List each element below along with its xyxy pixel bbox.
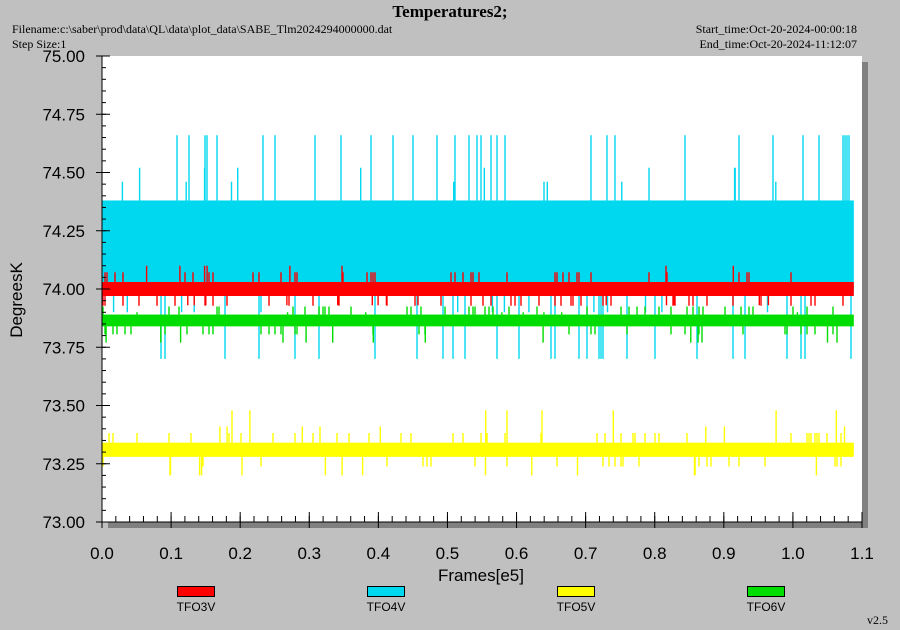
y-tick-label: 73.75 bbox=[42, 338, 85, 357]
series-trace bbox=[102, 265, 854, 306]
x-tick-label: 0.3 bbox=[297, 544, 321, 563]
version-label: v2.5 bbox=[867, 613, 888, 627]
legend-label-tfo4v: TFO4V bbox=[366, 600, 406, 614]
step-size-label: Step Size:1 bbox=[12, 37, 67, 51]
series-trace bbox=[102, 306, 854, 343]
y-tick-label: 73.25 bbox=[42, 455, 85, 474]
legend-item-tfo4v: TFO4V bbox=[346, 586, 426, 614]
legend-swatch-tfo3v bbox=[177, 586, 215, 597]
y-tick-label: 74.50 bbox=[42, 164, 85, 183]
x-tick-label: 1.0 bbox=[781, 544, 805, 563]
filename-label: Filename:c:\saber\prod\data\QL\data\plot… bbox=[12, 22, 393, 36]
legend-label-tfo6v: TFO6V bbox=[746, 600, 786, 614]
x-tick-label: 0.5 bbox=[436, 544, 460, 563]
legend-swatch-tfo6v bbox=[747, 586, 785, 597]
x-tick-label: 0.4 bbox=[367, 544, 391, 563]
axis-layer: 73.00 73.25 73.50 73.75 74.00 74.25 74.50 74.75… bbox=[7, 47, 874, 585]
legend-item-tfo3v: TFO3V bbox=[156, 586, 236, 614]
y-tick-label: 74.25 bbox=[42, 222, 85, 241]
chart-title: Temperatures2; bbox=[392, 2, 508, 21]
series-layer bbox=[102, 135, 854, 476]
series-tfo5v bbox=[102, 410, 854, 476]
legend-label-tfo5v: TFO5V bbox=[556, 600, 596, 614]
start-time-label: Start_time:Oct-20-2024-00:00:18 bbox=[695, 22, 857, 36]
x-axis-title: Frames[e5] bbox=[438, 566, 524, 585]
end-time-label: End_time:Oct-20-2024-11:12:07 bbox=[699, 37, 857, 51]
y-tick-label: 74.75 bbox=[42, 105, 85, 124]
x-tick-label: 0.1 bbox=[159, 544, 183, 563]
legend-swatch-tfo5v bbox=[557, 586, 595, 597]
x-tick-label: 0.7 bbox=[574, 544, 598, 563]
x-tick-label: 0.8 bbox=[643, 544, 667, 563]
y-tick-label: 73.50 bbox=[42, 397, 85, 416]
y-axis-title: DegreesK bbox=[7, 262, 26, 338]
x-tick-label: 0.9 bbox=[712, 544, 736, 563]
series-trace bbox=[102, 410, 854, 476]
legend-swatch-tfo4v bbox=[367, 586, 405, 597]
y-tick-label: 75.00 bbox=[42, 47, 85, 66]
legend-item-tfo5v: TFO5V bbox=[536, 586, 616, 614]
x-tick-label: 0.2 bbox=[228, 544, 252, 563]
x-tick-label: 0.6 bbox=[505, 544, 529, 563]
x-tick-label: 0.0 bbox=[90, 544, 114, 563]
y-tick-label: 74.00 bbox=[42, 280, 85, 299]
legend-item-tfo6v: TFO6V bbox=[726, 586, 806, 614]
legend-label-tfo3v: TFO3V bbox=[176, 600, 216, 614]
series-tfo6v bbox=[102, 306, 854, 343]
x-tick-label: 1.1 bbox=[850, 544, 874, 563]
series-tfo3v bbox=[102, 265, 854, 306]
y-tick-label: 73.00 bbox=[42, 513, 85, 532]
